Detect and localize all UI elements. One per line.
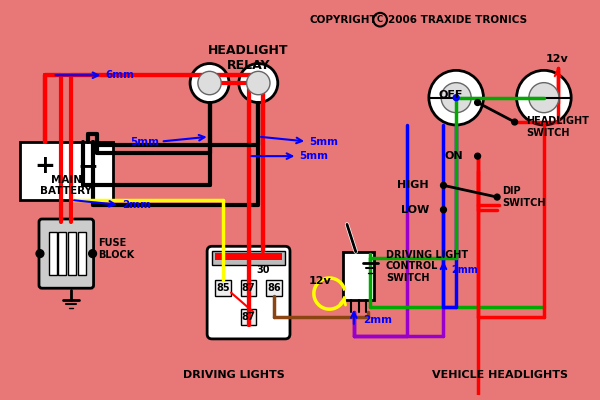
Text: 5mm: 5mm [130,136,159,146]
FancyBboxPatch shape [207,246,290,339]
Circle shape [239,64,278,102]
Text: MAIN
BATTERY: MAIN BATTERY [40,174,92,196]
Bar [49,232,56,275]
Circle shape [475,100,481,106]
Text: HEADLIGHT
RELAY: HEADLIGHT RELAY [208,44,289,72]
Text: 5mm: 5mm [309,136,338,146]
Text: OFF: OFF [439,90,463,100]
Circle shape [441,83,471,113]
Text: 85: 85 [217,283,230,293]
Text: 2mm: 2mm [451,265,478,275]
Bar [343,252,374,300]
Circle shape [89,250,97,258]
Circle shape [512,119,518,125]
Circle shape [440,207,446,213]
Text: FUSE
BLOCK: FUSE BLOCK [98,238,134,260]
Text: LOW: LOW [401,205,429,215]
FancyBboxPatch shape [39,219,94,288]
Circle shape [247,71,270,95]
Text: HIGH: HIGH [397,180,429,190]
Circle shape [517,70,571,125]
Text: 6mm: 6mm [105,70,134,80]
Text: VEHICLE HEADLIGHTS: VEHICLE HEADLIGHTS [432,370,568,380]
Circle shape [453,95,459,100]
Bar [78,232,86,275]
Text: 12v: 12v [308,276,331,286]
Text: 2mm: 2mm [364,315,392,325]
Text: 87: 87 [242,312,256,322]
Circle shape [475,153,481,159]
Text: 12v: 12v [546,54,569,64]
Text: −: − [77,154,98,178]
Circle shape [440,182,446,188]
Bar [266,280,281,296]
Circle shape [429,70,484,125]
Circle shape [36,250,44,258]
Text: 86: 86 [267,283,281,293]
Text: 30: 30 [256,265,270,275]
Circle shape [529,83,559,113]
Bar [212,251,285,265]
Bar [241,309,256,325]
Text: COPYRIGHT: COPYRIGHT [310,15,378,25]
Bar [58,232,66,275]
Text: DRIVING LIGHT
CONTROL
SWITCH: DRIVING LIGHT CONTROL SWITCH [386,250,468,283]
Text: 2006 TRAXIDE TRONICS: 2006 TRAXIDE TRONICS [388,15,527,25]
Text: DIP
SWITCH: DIP SWITCH [502,186,545,208]
Circle shape [494,194,500,200]
Bar [215,280,231,296]
Text: 2mm: 2mm [122,200,151,210]
Bar [68,232,76,275]
Text: C: C [377,15,383,24]
Bar [20,142,113,200]
Text: HEADLIGHT
SWITCH: HEADLIGHT SWITCH [526,116,589,138]
Circle shape [198,71,221,95]
Bar [215,253,282,260]
Text: ON: ON [445,151,463,161]
Text: +: + [34,154,55,178]
Bar [241,280,256,296]
Text: 87: 87 [242,283,256,293]
Text: 5mm: 5mm [299,151,328,161]
Circle shape [190,64,229,102]
Text: DRIVING LIGHTS: DRIVING LIGHTS [183,370,285,380]
